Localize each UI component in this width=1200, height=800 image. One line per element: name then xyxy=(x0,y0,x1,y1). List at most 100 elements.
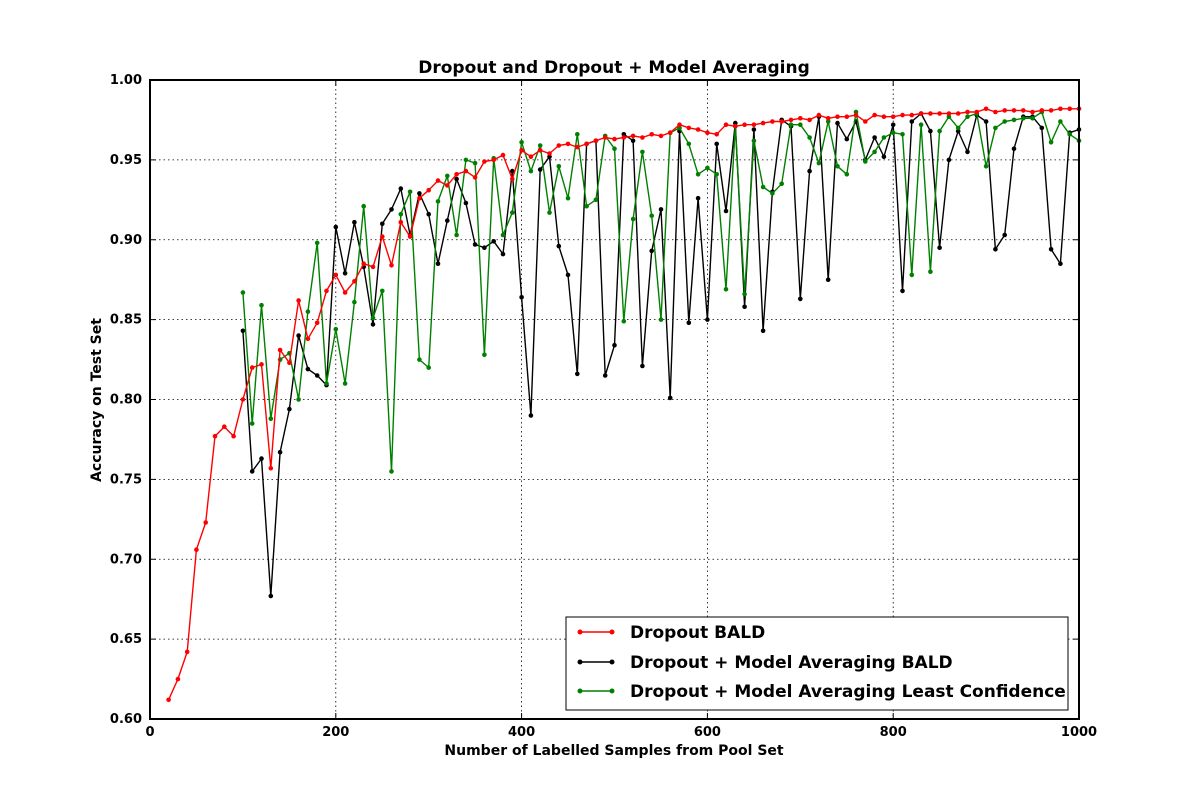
data-point xyxy=(1002,232,1007,238)
data-point xyxy=(946,157,952,163)
data-point xyxy=(565,272,571,278)
data-point xyxy=(417,195,422,201)
data-point xyxy=(1058,119,1063,124)
data-point xyxy=(686,125,692,131)
data-point xyxy=(1021,108,1026,113)
data-point xyxy=(472,175,478,180)
data-point xyxy=(621,135,627,140)
data-point xyxy=(575,132,580,137)
legend-marker xyxy=(609,629,615,635)
y-tick-label: 0.65 xyxy=(110,632,142,647)
data-point xyxy=(510,176,515,182)
data-point xyxy=(863,119,868,124)
data-point xyxy=(296,397,301,402)
data-point xyxy=(1030,109,1035,115)
data-point xyxy=(770,191,775,196)
data-point xyxy=(612,342,617,348)
legend-marker xyxy=(577,688,583,694)
data-point xyxy=(760,184,766,190)
data-point xyxy=(965,149,970,155)
data-point xyxy=(314,240,320,246)
data-point xyxy=(324,381,329,386)
data-point xyxy=(537,148,543,153)
data-point xyxy=(584,141,589,147)
data-point xyxy=(890,114,896,119)
data-point xyxy=(370,264,376,270)
data-point xyxy=(1039,108,1045,113)
legend-label-model-averaging-least-confidence: Dropout + Model Averaging Least Confiden… xyxy=(630,682,1066,702)
data-point xyxy=(361,203,367,209)
data-point xyxy=(983,119,989,124)
data-point xyxy=(946,114,952,119)
data-point xyxy=(500,232,506,238)
data-point xyxy=(342,271,348,276)
data-point xyxy=(695,195,701,201)
legend-label-dropout-bald: Dropout BALD xyxy=(630,623,765,643)
data-point xyxy=(249,421,255,426)
data-point xyxy=(445,183,450,188)
data-point xyxy=(222,424,227,430)
data-point xyxy=(686,141,692,147)
data-point xyxy=(816,112,822,118)
data-point xyxy=(259,362,264,367)
legend: Dropout BALD Dropout + Model Averaging B… xyxy=(565,616,1069,711)
data-point xyxy=(268,465,274,471)
data-point xyxy=(352,219,357,225)
data-point xyxy=(398,186,404,191)
x-tick-label: 200 xyxy=(322,725,349,740)
data-point xyxy=(844,172,850,177)
data-point xyxy=(630,133,636,139)
legend-marker xyxy=(609,688,615,694)
data-point xyxy=(779,119,784,124)
data-point xyxy=(742,122,747,127)
data-point xyxy=(482,159,487,164)
data-point xyxy=(677,125,682,131)
data-point xyxy=(537,143,543,148)
series-line xyxy=(167,108,1079,701)
data-point xyxy=(918,111,924,116)
data-point xyxy=(1011,117,1017,123)
data-point xyxy=(547,154,552,159)
data-point xyxy=(705,317,710,322)
y-tick-label: 0.95 xyxy=(110,153,142,168)
data-point xyxy=(788,117,794,123)
data-point xyxy=(705,165,710,171)
data-point xyxy=(333,272,339,278)
data-point xyxy=(853,112,859,118)
data-point xyxy=(333,224,339,230)
data-point xyxy=(928,269,933,275)
data-point xyxy=(798,122,803,127)
data-point xyxy=(482,245,487,250)
data-point xyxy=(714,172,719,177)
data-point xyxy=(435,199,441,204)
data-point xyxy=(389,469,394,474)
data-point xyxy=(835,114,840,119)
data-point xyxy=(667,395,673,401)
data-point xyxy=(1002,108,1007,113)
data-point xyxy=(807,135,812,140)
data-point xyxy=(928,128,933,134)
data-point xyxy=(249,365,255,370)
data-point xyxy=(445,173,450,179)
data-point xyxy=(974,109,980,115)
data-point xyxy=(342,290,348,295)
data-point xyxy=(1002,119,1007,124)
data-point xyxy=(928,111,933,116)
data-point xyxy=(835,120,840,126)
legend-label-model-averaging-bald: Dropout + Model Averaging BALD xyxy=(630,653,953,673)
data-point xyxy=(733,120,738,126)
data-point xyxy=(231,433,236,439)
data-point xyxy=(287,406,292,412)
data-point xyxy=(194,547,199,552)
data-point xyxy=(305,309,311,314)
data-point xyxy=(445,218,450,223)
data-point xyxy=(993,109,998,115)
data-point xyxy=(426,365,432,370)
data-point xyxy=(175,676,181,682)
data-point xyxy=(212,433,218,439)
data-point xyxy=(835,164,840,169)
data-point xyxy=(993,247,998,252)
data-point xyxy=(463,157,469,163)
data-point xyxy=(649,132,654,137)
data-point xyxy=(203,520,208,525)
